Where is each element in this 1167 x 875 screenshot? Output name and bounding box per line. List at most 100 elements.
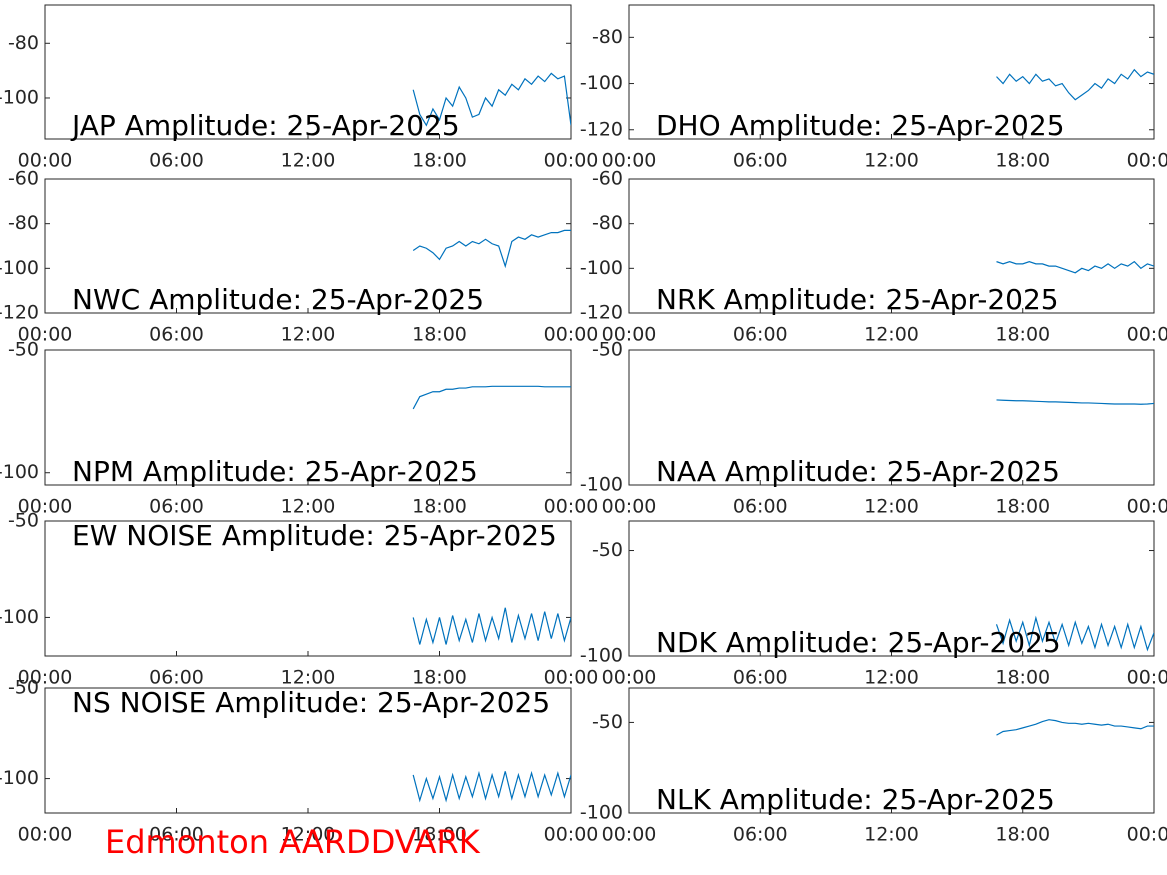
x-tick-label: 18:00 xyxy=(995,824,1050,846)
panel-title: NDK Amplitude: 25-Apr-2025 xyxy=(656,626,1061,659)
x-tick-label: 18:00 xyxy=(412,667,467,689)
amplitude-line xyxy=(412,385,571,410)
amplitude-line xyxy=(996,68,1154,101)
y-tick-label: -100 xyxy=(580,645,623,667)
x-tick-label: 00:00 xyxy=(1127,667,1167,689)
panel-title: DHO Amplitude: 25-Apr-2025 xyxy=(656,109,1065,142)
x-tick-label: 06:00 xyxy=(733,324,788,346)
y-tick-label: -80 xyxy=(592,26,623,48)
x-tick-label: 18:00 xyxy=(995,496,1050,518)
x-tick-label: 06:00 xyxy=(149,824,204,846)
x-tick-label: 00:00 xyxy=(602,324,657,346)
x-tick-label: 00:00 xyxy=(602,150,657,172)
x-tick-label: 06:00 xyxy=(149,150,204,172)
amplitude-line xyxy=(412,770,571,803)
x-tick-label: 00:00 xyxy=(1127,496,1167,518)
panel-title: NAA Amplitude: 25-Apr-2025 xyxy=(656,455,1060,488)
panel-title: NS NOISE Amplitude: 25-Apr-2025 xyxy=(72,686,550,719)
panel: -120 -100 -80 -60 00:00 06:00 12:00 18:00 00:00 N… xyxy=(0,168,598,346)
axes-box xyxy=(628,4,1155,140)
x-tick-label: 06:00 xyxy=(733,150,788,172)
amplitude-line xyxy=(996,719,1154,736)
x-tick-label: 00:00 xyxy=(1127,324,1167,346)
x-tick-label: 00:00 xyxy=(602,496,657,518)
panel: -100 -80 00:00 06:00 12:00 18:00 00:00 JAP Ampl… xyxy=(0,4,599,172)
y-tick-label: -50 xyxy=(8,510,39,532)
panel: -100 -50 00:00 06:00 12:00 18:00 00:00 NLK Ampl… xyxy=(580,687,1167,846)
axes-box xyxy=(44,4,572,140)
x-tick-label: 12:00 xyxy=(281,496,336,518)
x-tick-label: 18:00 xyxy=(995,667,1050,689)
panel-title: NRK Amplitude: 25-Apr-2025 xyxy=(656,283,1059,316)
panel: -120 -100 -80 00:00 06:00 12:00 18:00 00:00 DHO … xyxy=(580,4,1167,172)
x-tick-label: 18:00 xyxy=(995,150,1050,172)
y-tick-label: -100 xyxy=(0,767,39,789)
panel-title: EW NOISE Amplitude: 25-Apr-2025 xyxy=(72,519,557,552)
panel-title: NPM Amplitude: 25-Apr-2025 xyxy=(72,455,478,488)
y-tick-label: -120 xyxy=(580,302,623,324)
x-tick-label: 18:00 xyxy=(412,824,467,846)
x-tick-label: 06:00 xyxy=(149,496,204,518)
panel: -100 -50 00:00 06:00 12:00 18:00 00:00 NAA Ampl… xyxy=(580,339,1167,518)
x-tick-label: 00:00 xyxy=(18,824,73,846)
y-tick-label: -80 xyxy=(592,212,623,234)
x-tick-label: 12:00 xyxy=(281,824,336,846)
x-tick-label: 18:00 xyxy=(995,324,1050,346)
x-tick-label: 12:00 xyxy=(864,667,919,689)
x-tick-label: 00:00 xyxy=(18,667,73,689)
y-tick-label: -50 xyxy=(592,539,623,561)
panel: -100 -50 00:00 06:00 12:00 18:00 00:00 NDK Ampl… xyxy=(580,520,1167,689)
x-tick-label: 00:00 xyxy=(544,150,599,172)
x-tick-label: 00:00 xyxy=(18,324,73,346)
x-tick-label: 18:00 xyxy=(412,150,467,172)
y-tick-label: -60 xyxy=(8,168,39,190)
x-tick-label: 06:00 xyxy=(149,667,204,689)
x-tick-label: 18:00 xyxy=(412,496,467,518)
panel-title: NLK Amplitude: 25-Apr-2025 xyxy=(656,783,1055,816)
y-tick-label: -100 xyxy=(580,802,623,824)
x-tick-label: 12:00 xyxy=(864,324,919,346)
x-tick-label: 06:00 xyxy=(733,496,788,518)
x-tick-label: 00:00 xyxy=(544,324,599,346)
x-tick-label: 06:00 xyxy=(733,667,788,689)
axes-box xyxy=(628,349,1155,486)
x-tick-label: 12:00 xyxy=(864,496,919,518)
axes-box xyxy=(628,178,1155,314)
y-tick-label: -100 xyxy=(580,257,623,279)
y-tick-label: -50 xyxy=(592,711,623,733)
y-tick-label: -100 xyxy=(0,461,39,483)
panel-title: NWC Amplitude: 25-Apr-2025 xyxy=(72,283,484,316)
amplitude-line xyxy=(412,607,571,645)
x-tick-label: 06:00 xyxy=(149,324,204,346)
panel: -100 -50 00:00 06:00 12:00 18:00 00:00 EW NOISE… xyxy=(0,510,598,689)
axes-box xyxy=(44,349,572,486)
panel: -120 -100 -80 -60 00:00 06:00 12:00 18:00 00:00 N… xyxy=(580,168,1167,346)
axes-box xyxy=(628,687,1155,814)
x-tick-label: 00:00 xyxy=(544,496,599,518)
y-tick-label: -100 xyxy=(0,86,39,108)
station-label: Edmonton AARDDVARK xyxy=(105,823,481,861)
y-tick-label: -50 xyxy=(8,339,39,361)
axes-box xyxy=(44,178,572,314)
panel: -100 -50 00:00 06:00 12:00 18:00 00:00 NPM Ampl… xyxy=(0,339,598,518)
x-tick-label: 12:00 xyxy=(864,824,919,846)
x-tick-label: 06:00 xyxy=(733,824,788,846)
x-tick-label: 00:00 xyxy=(602,824,657,846)
x-tick-label: 00:00 xyxy=(544,667,599,689)
y-tick-label: -100 xyxy=(0,257,39,279)
y-tick-label: -100 xyxy=(0,606,39,628)
x-tick-label: 00:00 xyxy=(544,824,599,846)
x-tick-label: 12:00 xyxy=(864,150,919,172)
amplitude-line xyxy=(412,72,571,127)
x-tick-label: 12:00 xyxy=(281,667,336,689)
y-tick-label: -80 xyxy=(8,32,39,54)
x-tick-label: 00:00 xyxy=(1127,150,1167,172)
x-tick-label: 00:00 xyxy=(18,150,73,172)
y-tick-label: -80 xyxy=(8,212,39,234)
y-tick-label: -120 xyxy=(580,118,623,140)
x-tick-label: 00:00 xyxy=(602,667,657,689)
x-tick-label: 18:00 xyxy=(412,324,467,346)
panel: -100 -50 00:00 06:00 12:00 18:00 00:00 NS NOISE… xyxy=(0,677,598,846)
